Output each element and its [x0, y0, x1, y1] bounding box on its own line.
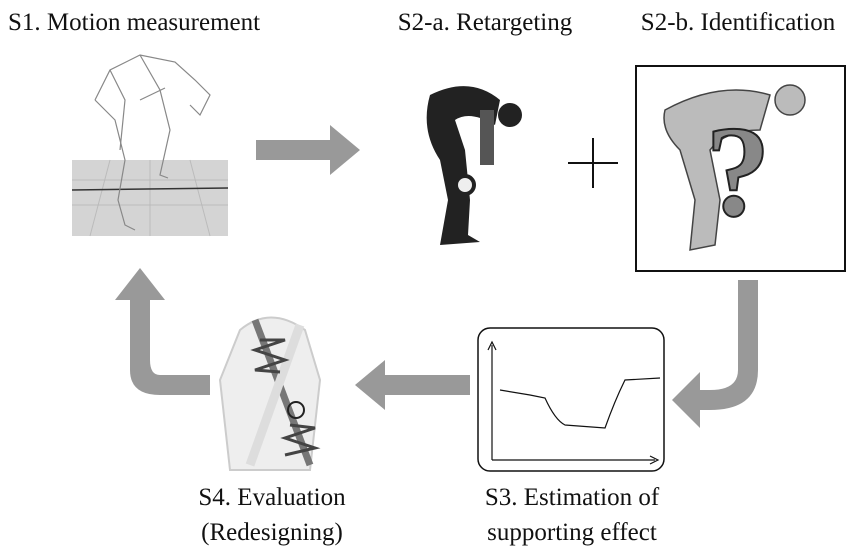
plus-sign	[568, 138, 618, 188]
step-label: S2-a. Retargeting	[398, 9, 573, 36]
humanoid-figure	[663, 84, 806, 251]
step-label: (Redesigning)	[201, 519, 343, 546]
motion-capture-figure	[71, 54, 229, 237]
effect-box	[477, 327, 665, 472]
step-label: S4. Evaluation	[198, 484, 346, 511]
body-figure	[218, 316, 322, 471]
effect-plot	[487, 340, 661, 465]
step-label: supporting effect	[487, 519, 657, 546]
flow-arrows	[115, 125, 758, 428]
robot-figure	[426, 86, 522, 245]
step-label: S2-b. Identification	[641, 9, 836, 36]
question-mark: ?	[706, 100, 771, 244]
step-label: S1. Motion measurement	[8, 9, 260, 36]
step-label: S3. Estimation of	[485, 484, 660, 511]
